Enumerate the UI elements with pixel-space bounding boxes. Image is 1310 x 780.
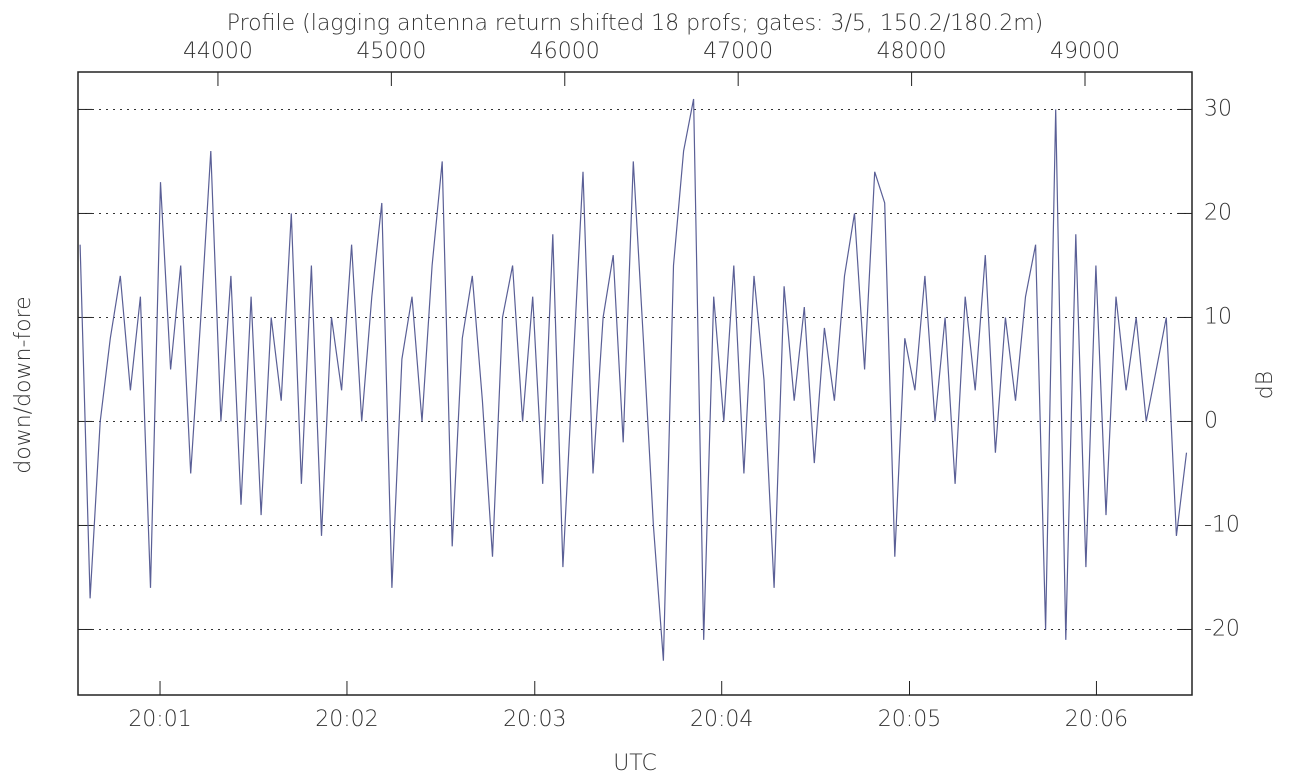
x-tick-label: 20:02	[315, 707, 378, 732]
y-tick-label: 30	[1204, 96, 1232, 121]
x-tick-label: 20:06	[1065, 707, 1128, 732]
y-tick-label: 20	[1204, 200, 1232, 225]
x-tick-label-top: 46000	[530, 39, 600, 64]
y-axis-label: down/down-fore	[11, 296, 36, 473]
y-tick-label: -20	[1204, 616, 1240, 641]
x-tick-label-top: 45000	[356, 39, 426, 64]
plot-frame	[77, 71, 1193, 696]
y-tick-label: 0	[1204, 408, 1218, 433]
x-tick-label-top: 44000	[183, 39, 253, 64]
x-tick-label-top: 49000	[1050, 39, 1120, 64]
line	[79, 98, 1188, 661]
x-tick-label: 20:01	[128, 707, 191, 732]
x-axis-label: UTC	[613, 751, 657, 776]
y-tick-label: 10	[1204, 304, 1232, 329]
y-axis-label-right: dB	[1253, 371, 1278, 399]
y-tick-label: -10	[1204, 512, 1240, 537]
x-tick-label: 20:03	[503, 707, 566, 732]
chart-title: Profile (lagging antenna return shifted …	[227, 11, 1044, 36]
x-tick-label-top: 48000	[877, 39, 947, 64]
x-tick-label-top: 47000	[703, 39, 773, 64]
x-tick-label: 20:04	[690, 707, 753, 732]
x-tick-label: 20:05	[878, 707, 941, 732]
